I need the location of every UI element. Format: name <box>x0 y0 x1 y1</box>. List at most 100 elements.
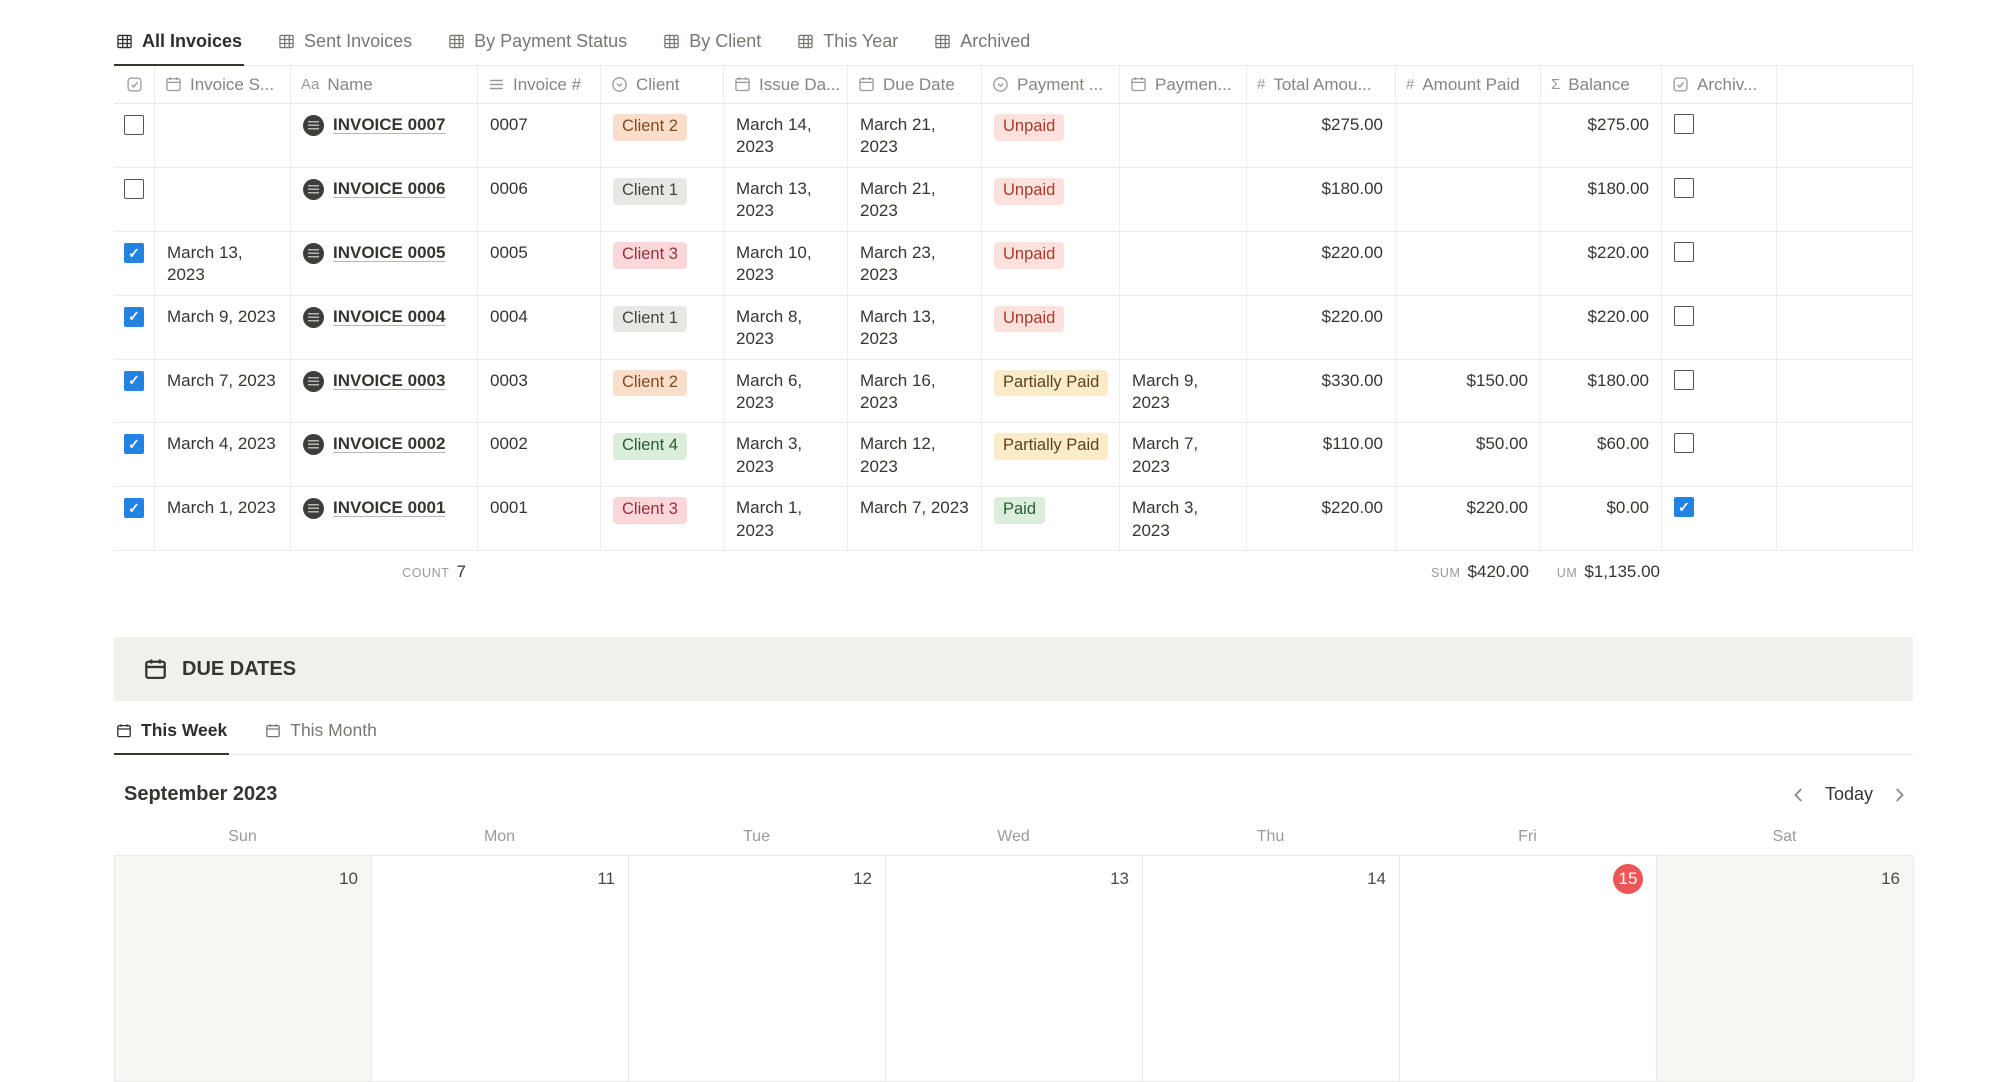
amount-paid-cell[interactable] <box>1396 295 1541 359</box>
total-amount-cell[interactable]: $220.00 <box>1247 295 1396 359</box>
row-checkbox[interactable] <box>124 434 144 455</box>
issue-date-cell[interactable]: March 3, 2023 <box>724 423 848 487</box>
column-header-due-date[interactable]: Due Date <box>848 66 982 103</box>
amount-paid-cell[interactable] <box>1396 104 1541 167</box>
select-all-checkbox[interactable] <box>114 66 155 103</box>
client-cell[interactable]: Client 2 <box>601 359 724 423</box>
client-cell[interactable]: Client 4 <box>601 423 724 487</box>
client-cell[interactable]: Client 2 <box>601 104 724 167</box>
invoice-number-cell[interactable]: 0003 <box>478 359 601 423</box>
amount-paid-cell[interactable]: $150.00 <box>1396 359 1541 423</box>
invoice-number-cell[interactable]: 0002 <box>478 423 601 487</box>
total-amount-cell[interactable]: $275.00 <box>1247 104 1396 167</box>
column-header-issue-date[interactable]: Issue Da... <box>724 66 848 103</box>
due-date-cell[interactable]: March 21, 2023 <box>848 104 982 167</box>
column-header-archived[interactable]: Archiv... <box>1662 66 1777 103</box>
column-header-payment-date[interactable]: Paymen... <box>1120 66 1247 103</box>
invoice-page-link[interactable]: INVOICE 0006 <box>333 178 446 198</box>
client-cell[interactable]: Client 1 <box>601 167 724 231</box>
calendar-view-tab[interactable]: This Month <box>263 716 379 755</box>
view-tab[interactable]: By Client <box>661 27 763 66</box>
column-header-invoice-number[interactable]: Invoice # <box>478 66 601 103</box>
due-date-cell[interactable]: March 21, 2023 <box>848 167 982 231</box>
calendar-day-cell[interactable]: 12 <box>629 856 886 1082</box>
today-button[interactable]: Today <box>1824 784 1873 805</box>
issue-date-cell[interactable]: March 14, 2023 <box>724 104 848 167</box>
archived-checkbox[interactable] <box>1674 241 1694 262</box>
view-tab[interactable]: This Year <box>795 27 900 66</box>
calendar-day-cell[interactable]: 11 <box>372 856 629 1082</box>
invoice-page-link[interactable]: INVOICE 0003 <box>333 370 446 390</box>
balance-cell[interactable]: $275.00 <box>1541 104 1662 167</box>
total-amount-cell[interactable]: $220.00 <box>1247 231 1396 295</box>
issue-date-cell[interactable]: March 6, 2023 <box>724 359 848 423</box>
issue-date-cell[interactable]: March 8, 2023 <box>724 295 848 359</box>
invoice-page-link[interactable]: INVOICE 0007 <box>333 115 446 134</box>
calendar-day-cell[interactable]: 10 <box>115 856 372 1082</box>
calendar-day-cell[interactable]: 14 <box>1143 856 1400 1082</box>
total-amount-cell[interactable]: $330.00 <box>1247 359 1396 423</box>
amount-paid-cell[interactable] <box>1396 231 1541 295</box>
row-checkbox[interactable] <box>124 178 144 199</box>
view-tab[interactable]: Archived <box>932 27 1032 66</box>
amount-paid-cell[interactable]: $50.00 <box>1396 423 1541 487</box>
archived-checkbox[interactable] <box>1674 369 1694 390</box>
amount-paid-cell[interactable] <box>1396 167 1541 231</box>
paid-sum-summary[interactable]: SUM $420.00 <box>1396 562 1541 582</box>
issue-date-cell[interactable]: March 10, 2023 <box>724 231 848 295</box>
balance-cell[interactable]: $220.00 <box>1541 295 1662 359</box>
prev-week-button[interactable] <box>1789 785 1809 805</box>
invoice-number-cell[interactable]: 0001 <box>478 487 601 551</box>
invoice-page-link[interactable]: INVOICE 0002 <box>333 434 446 454</box>
invoice-page-link[interactable]: INVOICE 0005 <box>333 242 446 262</box>
invoice-sent-cell[interactable]: March 4, 2023 <box>155 423 291 487</box>
payment-status-cell[interactable]: Partially Paid <box>982 423 1120 487</box>
payment-status-cell[interactable]: Unpaid <box>982 167 1120 231</box>
row-checkbox[interactable] <box>124 242 144 263</box>
invoice-page-link[interactable]: INVOICE 0001 <box>333 498 446 518</box>
due-date-cell[interactable]: March 7, 2023 <box>848 487 982 551</box>
invoice-number-cell[interactable]: 0007 <box>478 104 601 167</box>
invoice-page-link[interactable]: INVOICE 0004 <box>333 306 446 326</box>
invoice-sent-cell[interactable]: March 1, 2023 <box>155 487 291 551</box>
archived-checkbox[interactable] <box>1674 177 1694 198</box>
issue-date-cell[interactable]: March 13, 2023 <box>724 167 848 231</box>
row-checkbox[interactable] <box>124 498 144 519</box>
payment-date-cell[interactable]: March 7, 2023 <box>1120 423 1247 487</box>
view-tab[interactable]: Sent Invoices <box>276 27 414 66</box>
next-week-button[interactable] <box>1889 785 1909 805</box>
payment-date-cell[interactable]: March 3, 2023 <box>1120 487 1247 551</box>
calendar-day-cell[interactable]: 13 <box>886 856 1143 1082</box>
total-amount-cell[interactable]: $220.00 <box>1247 487 1396 551</box>
calendar-day-cell[interactable]: 16 <box>1657 856 1914 1082</box>
column-header-invoice-sent[interactable]: Invoice S... <box>155 66 291 103</box>
payment-status-cell[interactable]: Unpaid <box>982 231 1120 295</box>
payment-status-cell[interactable]: Partially Paid <box>982 359 1120 423</box>
archived-checkbox[interactable] <box>1674 433 1694 454</box>
column-header-total-amount[interactable]: # Total Amou... <box>1247 66 1396 103</box>
balance-cell[interactable]: $180.00 <box>1541 359 1662 423</box>
count-summary[interactable]: COUNT 7 <box>291 562 478 582</box>
column-header-client[interactable]: Client <box>601 66 724 103</box>
calendar-view-tab[interactable]: This Week <box>114 716 230 756</box>
row-checkbox[interactable] <box>124 370 144 391</box>
due-date-cell[interactable]: March 16, 2023 <box>848 359 982 423</box>
balance-cell[interactable]: $220.00 <box>1541 231 1662 295</box>
column-header-balance[interactable]: Σ Balance <box>1541 66 1662 103</box>
payment-status-cell[interactable]: Unpaid <box>982 104 1120 167</box>
issue-date-cell[interactable]: March 1, 2023 <box>724 487 848 551</box>
invoice-sent-cell[interactable] <box>155 104 291 167</box>
client-cell[interactable]: Client 3 <box>601 231 724 295</box>
balance-sum-summary[interactable]: UM $1,135.00 <box>1541 562 1662 582</box>
client-cell[interactable]: Client 3 <box>601 487 724 551</box>
view-tab[interactable]: All Invoices <box>114 27 245 66</box>
client-cell[interactable]: Client 1 <box>601 295 724 359</box>
invoice-number-cell[interactable]: 0004 <box>478 295 601 359</box>
amount-paid-cell[interactable]: $220.00 <box>1396 487 1541 551</box>
payment-status-cell[interactable]: Paid <box>982 487 1120 551</box>
column-header-amount-paid[interactable]: # Amount Paid <box>1396 66 1541 103</box>
archived-checkbox[interactable] <box>1674 497 1694 518</box>
balance-cell[interactable]: $60.00 <box>1541 423 1662 487</box>
calendar-day-cell[interactable]: 15 <box>1400 856 1657 1082</box>
due-date-cell[interactable]: March 13, 2023 <box>848 295 982 359</box>
